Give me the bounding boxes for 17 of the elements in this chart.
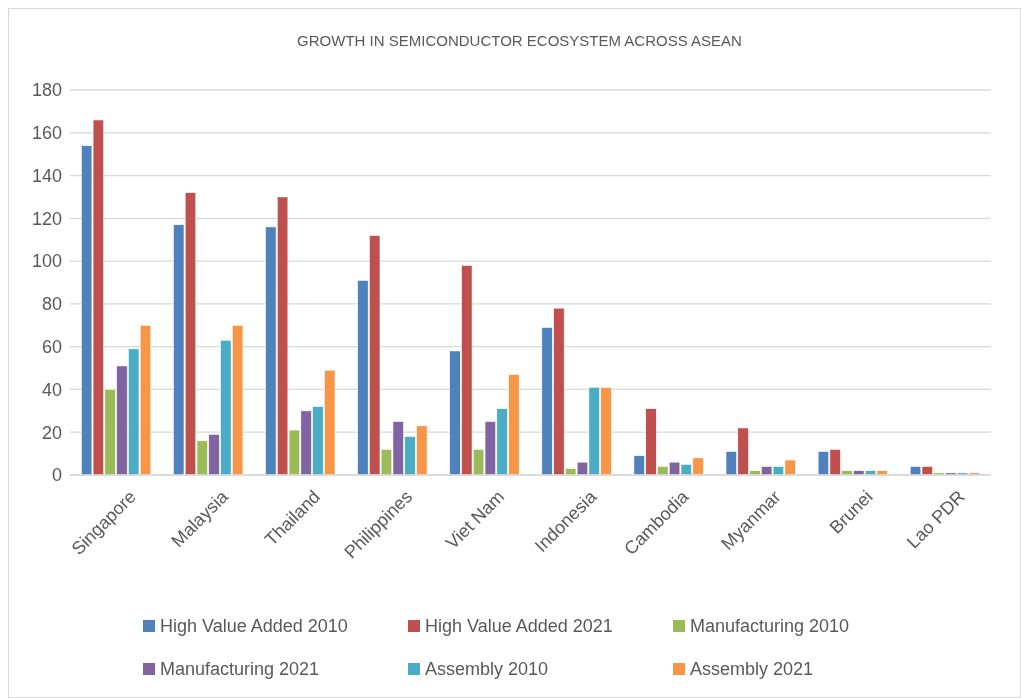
y-tick-label: 100 [31,251,62,272]
chart-title: GROWTH IN SEMICONDUCTOR ECOSYSTEM ACROSS ASEAN [297,32,742,49]
legend-label: Manufacturing 2010 [690,616,850,637]
y-tick-label: 60 [41,336,62,357]
y-tick-label: 120 [31,208,62,229]
y-tick-label: 20 [41,422,62,443]
y-tick-label: 40 [41,379,62,400]
y-tick-label: 180 [31,80,62,101]
legend-label: Manufacturing 2021 [160,659,320,680]
legend-label: High Value Added 2021 [425,616,613,637]
legend-label: Assembly 2021 [690,659,814,680]
y-tick-label: 160 [31,123,62,144]
y-tick-label: 0 [51,465,62,486]
y-tick-label: 140 [31,165,62,186]
legend-label: High Value Added 2010 [160,616,348,637]
y-tick-label: 80 [41,294,62,315]
legend-label: Assembly 2010 [425,659,549,680]
